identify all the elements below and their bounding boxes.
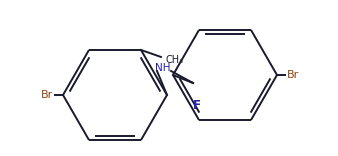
Text: Br: Br [287, 70, 299, 80]
Text: CH₃: CH₃ [166, 55, 184, 65]
Text: F: F [193, 99, 201, 112]
Text: Br: Br [41, 90, 53, 100]
Text: NH: NH [155, 63, 171, 73]
